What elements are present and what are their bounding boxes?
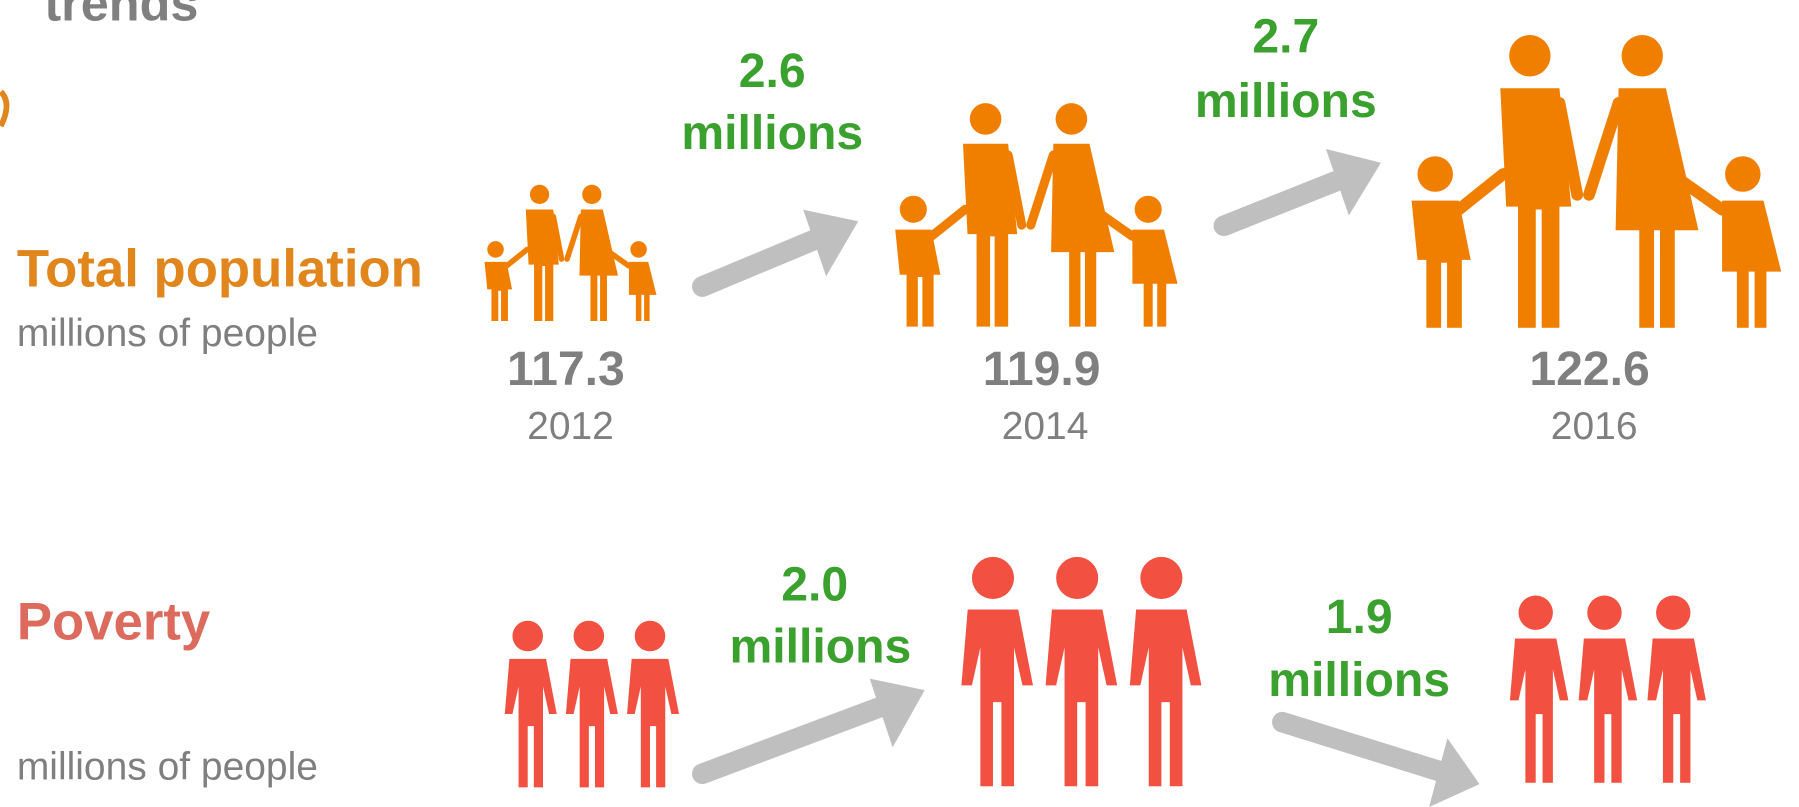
value-label: 119.9	[983, 342, 1101, 396]
unit-label: millions of people	[17, 745, 318, 788]
change-value: 1.9	[1326, 590, 1393, 644]
arrow	[692, 678, 925, 785]
year-label: 2012	[527, 405, 614, 448]
people-icon	[504, 620, 680, 788]
page-title: trends	[44, 0, 198, 32]
change-value: 2.0	[781, 558, 848, 612]
arrow	[1272, 711, 1480, 807]
people-icon	[1509, 595, 1706, 783]
value-label: 122.6	[1529, 342, 1649, 396]
section-label: Poverty	[17, 593, 211, 652]
section-label: Total population	[17, 240, 423, 299]
year-label: 2016	[1551, 405, 1638, 448]
year-label: 2014	[1002, 405, 1089, 448]
change-unit: millions	[1268, 653, 1450, 707]
decoration	[0, 89, 10, 128]
family-icon	[895, 103, 1177, 327]
change-unit: millions	[681, 106, 863, 160]
change-unit: millions	[1195, 74, 1377, 128]
people-icon	[961, 556, 1202, 787]
change-unit: millions	[729, 620, 911, 674]
change-value: 2.7	[1252, 10, 1319, 64]
unit-label: millions of people	[17, 312, 318, 355]
family-icon	[1412, 35, 1782, 328]
change-value: 2.6	[739, 44, 806, 98]
arrow	[1213, 149, 1381, 237]
arrow	[692, 209, 859, 297]
value-label: 117.3	[507, 342, 625, 396]
family-icon	[485, 185, 657, 321]
